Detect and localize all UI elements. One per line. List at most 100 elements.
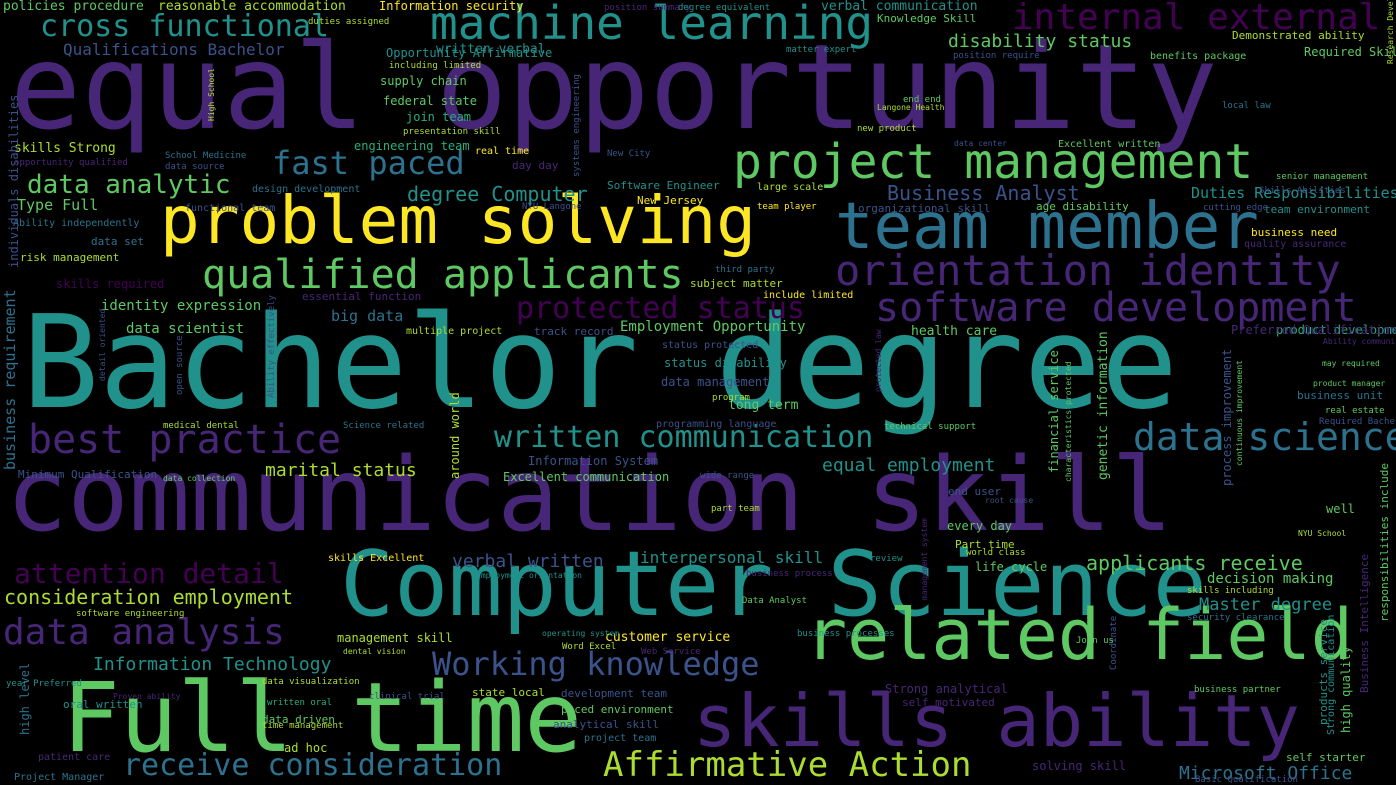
cloud-word: analytical skill xyxy=(553,718,659,731)
cloud-word: identity expression xyxy=(101,298,262,314)
cloud-word: open source xyxy=(175,335,185,395)
cloud-word: around world xyxy=(448,392,462,479)
cloud-word: Full time xyxy=(62,662,583,774)
cloud-word: disability status xyxy=(948,31,1133,52)
cloud-word: well xyxy=(1326,502,1355,516)
cloud-word: including limited xyxy=(389,61,482,71)
cloud-word: business requirement xyxy=(1,289,19,470)
cloud-word: patient care xyxy=(38,752,111,763)
cloud-word: business process xyxy=(746,569,833,579)
cloud-word: written oral xyxy=(267,698,333,708)
cloud-word: internal external xyxy=(1012,0,1381,38)
cloud-word: include limited xyxy=(763,290,854,301)
cloud-word: skills ability xyxy=(693,679,1300,763)
cloud-word: data science xyxy=(1133,415,1396,459)
cloud-word: skills including xyxy=(1187,586,1274,596)
cloud-word: presentation skill xyxy=(403,127,501,137)
cloud-word: continuous improvement xyxy=(1235,360,1244,466)
cloud-word: engineering team xyxy=(354,139,470,153)
cloud-word: Project Manager xyxy=(14,772,105,783)
cloud-word: individuals disabilities xyxy=(7,94,21,268)
cloud-word: multiple project xyxy=(406,326,503,337)
cloud-word: Excellent written xyxy=(1058,139,1161,150)
cloud-word: Information security xyxy=(379,0,524,13)
cloud-word: end end xyxy=(903,95,941,105)
cloud-word: wide range xyxy=(700,471,755,481)
cloud-word: machine learning xyxy=(430,0,874,50)
cloud-word: self starter xyxy=(1286,751,1366,764)
cloud-word: attention detail xyxy=(14,557,284,590)
cloud-word: team player xyxy=(757,202,817,212)
cloud-word: Preferred Qualification xyxy=(1231,323,1396,337)
cloud-word: Ability effectively xyxy=(267,295,277,398)
cloud-word: protected law xyxy=(874,329,883,392)
cloud-word: subject matter xyxy=(690,277,783,290)
cloud-word: long term xyxy=(728,398,799,413)
cloud-word: federal state xyxy=(383,94,477,108)
cloud-word: position summary xyxy=(604,3,691,13)
cloud-word: new product xyxy=(857,124,917,134)
cloud-word: written communication xyxy=(494,420,874,455)
cloud-word: Information Technology xyxy=(93,654,332,675)
cloud-word: technical support xyxy=(884,422,977,432)
cloud-word: problem solving xyxy=(160,182,757,259)
cloud-word: degree equivalent xyxy=(678,3,771,13)
cloud-word: programming language xyxy=(656,419,777,430)
cloud-word: self motivated xyxy=(902,696,995,709)
cloud-word: consideration employment xyxy=(4,585,293,609)
cloud-word: genetic information xyxy=(1096,331,1111,480)
cloud-word: supply chain xyxy=(380,74,467,88)
cloud-word: data source xyxy=(165,162,225,172)
cloud-word: cutting edge xyxy=(1203,203,1269,213)
cloud-word: may required xyxy=(1322,359,1380,368)
cloud-word: functional team xyxy=(185,203,276,214)
cloud-word: orientation identity xyxy=(835,246,1341,295)
cloud-word: New Jersey xyxy=(637,194,704,207)
cloud-word: software development xyxy=(875,285,1357,331)
cloud-word: Knowledge Skill xyxy=(877,12,977,25)
cloud-word: Skills Abilities xyxy=(1259,186,1346,196)
cloud-word: customer service xyxy=(605,630,731,645)
cloud-word: Qualifications Bachelor xyxy=(63,40,285,59)
cloud-word: Bachelor degree xyxy=(22,289,1178,438)
cloud-word: operating system xyxy=(542,629,620,638)
cloud-word: duties assigned xyxy=(308,17,390,27)
cloud-word: status protected xyxy=(662,340,759,351)
cloud-word: characteristics protected xyxy=(1064,361,1073,482)
cloud-word: essential function xyxy=(302,290,422,303)
cloud-word: Business Analyst xyxy=(887,181,1080,205)
cloud-word: Business Intelligence xyxy=(1358,553,1371,693)
cloud-word: interpersonal skill xyxy=(640,548,824,567)
cloud-word: decision making xyxy=(1207,571,1334,587)
cloud-word: business need xyxy=(1251,226,1338,239)
cloud-word: Required Skill xyxy=(1304,45,1396,59)
cloud-word: cross functional xyxy=(40,9,329,44)
cloud-word: Langone Health xyxy=(877,103,945,112)
cloud-word: written verbal xyxy=(436,42,546,57)
cloud-word: process improvement xyxy=(1220,348,1234,486)
cloud-word: management system xyxy=(920,518,929,600)
cloud-word: Required Bachelor xyxy=(1319,417,1396,427)
cloud-word: benefits package xyxy=(1150,51,1247,62)
cloud-word: end user xyxy=(948,485,1001,498)
cloud-word: business unit xyxy=(1297,389,1384,402)
cloud-word: data driven xyxy=(262,713,335,726)
cloud-word: Minimum Qualification xyxy=(18,468,158,481)
cloud-word: Information System xyxy=(528,454,659,468)
cloud-word: verbal communication xyxy=(821,0,978,14)
cloud-word: Working knowledge xyxy=(432,645,760,683)
cloud-word: Excellent communication xyxy=(503,470,670,484)
cloud-word: policies procedure xyxy=(3,0,144,14)
cloud-word: health care xyxy=(911,324,998,339)
cloud-word: NYU Langone xyxy=(522,202,582,212)
cloud-word: time management xyxy=(262,721,344,731)
cloud-word: Ability communicate xyxy=(1323,337,1396,346)
cloud-word: fast paced xyxy=(272,144,465,182)
cloud-word: every day xyxy=(947,519,1013,533)
cloud-word: data visualization xyxy=(262,677,360,687)
cloud-word: day day xyxy=(512,159,559,172)
cloud-word: Ability independently xyxy=(13,218,140,229)
cloud-word: Demonstrated ability xyxy=(1232,29,1365,42)
cloud-word: New City xyxy=(607,149,651,159)
cloud-word: review xyxy=(870,554,903,564)
